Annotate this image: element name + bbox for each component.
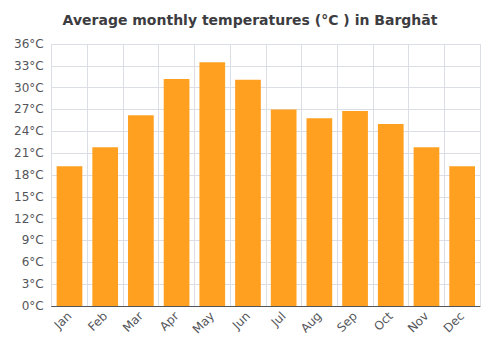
- svg-text:36°C: 36°C: [14, 37, 44, 51]
- svg-text:0°C: 0°C: [22, 299, 44, 313]
- svg-text:9°C: 9°C: [22, 233, 44, 247]
- svg-text:Dec: Dec: [441, 309, 467, 335]
- svg-text:15°C: 15°C: [14, 190, 44, 204]
- svg-text:24°C: 24°C: [14, 124, 44, 138]
- svg-text:12°C: 12°C: [14, 212, 44, 226]
- svg-text:27°C: 27°C: [14, 102, 44, 116]
- svg-text:6°C: 6°C: [22, 255, 44, 269]
- svg-text:33°C: 33°C: [14, 59, 44, 73]
- svg-text:Nov: Nov: [405, 309, 431, 335]
- svg-text:Feb: Feb: [85, 309, 110, 334]
- svg-text:3°C: 3°C: [22, 277, 44, 291]
- svg-text:30°C: 30°C: [14, 81, 44, 95]
- svg-text:Jul: Jul: [268, 309, 289, 330]
- svg-text:Aug: Aug: [298, 309, 324, 335]
- svg-text:Jan: Jan: [51, 309, 75, 333]
- svg-text:21°C: 21°C: [14, 146, 44, 160]
- svg-text:Mar: Mar: [120, 309, 146, 335]
- svg-text:Average monthly temperatures (: Average monthly temperatures (°C ) in Ba…: [63, 12, 438, 28]
- svg-text:Oct: Oct: [371, 309, 396, 334]
- svg-text:18°C: 18°C: [14, 168, 44, 182]
- svg-text:Apr: Apr: [157, 309, 182, 334]
- svg-text:Jun: Jun: [229, 309, 253, 333]
- svg-text:Sep: Sep: [334, 309, 360, 335]
- svg-text:May: May: [190, 309, 217, 336]
